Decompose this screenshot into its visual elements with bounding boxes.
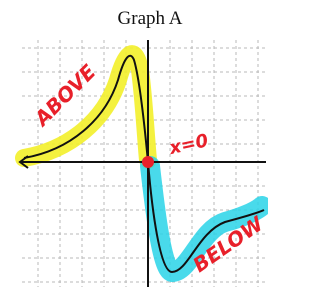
title: Graph A: [118, 8, 183, 29]
graph: Graph A ABOVE x=0 BELOW: [0, 0, 268, 287]
origin-point: [142, 156, 154, 168]
origin-label: x=0: [167, 130, 211, 159]
